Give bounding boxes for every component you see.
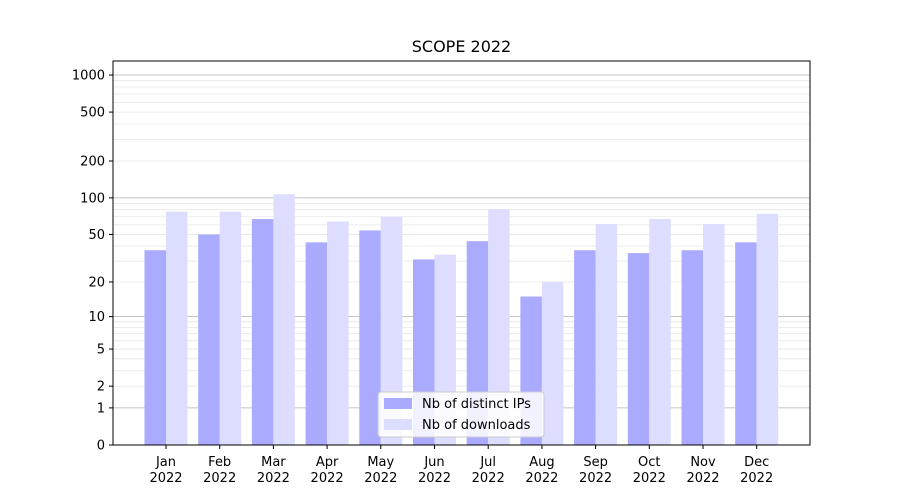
y-tick-label: 10: [88, 310, 105, 325]
bar-downloads-sep: [595, 223, 618, 445]
x-tick-label-month: Apr: [316, 455, 339, 470]
bar-downloads-mar: [273, 194, 295, 445]
x-tick-label-month: Mar: [261, 455, 286, 470]
legend: Nb of distinct IPs Nb of downloads: [377, 391, 545, 438]
bar-downloads-jan: [166, 211, 188, 445]
y-axis: 0 1 2 5 10 20 50 100 200 500 1000: [72, 69, 113, 454]
bar-downloads-apr: [327, 221, 349, 445]
bar-distinct-ips-nov: [681, 250, 703, 445]
x-tick-label-month: Jul: [479, 455, 496, 470]
x-tick-label-year: 2022: [525, 471, 558, 486]
y-tick-label: 50: [88, 228, 105, 243]
x-tick-label-month: May: [367, 455, 394, 470]
y-tick-label: 200: [80, 155, 105, 170]
bar-distinct-ips-jan: [144, 250, 166, 445]
y-tick-label: 500: [80, 106, 105, 121]
chart-title: SCOPE 2022: [412, 37, 511, 56]
y-tick-label: 100: [80, 191, 105, 206]
bar-distinct-ips-may: [359, 230, 381, 445]
x-tick-label-year: 2022: [472, 471, 505, 486]
x-tick-label-month: Jun: [423, 455, 444, 470]
y-tick-label: 20: [88, 275, 105, 290]
bar-downloads-oct: [649, 219, 671, 445]
x-tick-label-month: Sep: [583, 455, 608, 470]
bar-downloads-dec: [756, 213, 779, 445]
x-tick-label-month: Jan: [155, 455, 176, 470]
x-tick-label-month: Oct: [638, 455, 660, 470]
legend-swatch: [384, 398, 412, 409]
x-tick-label-month: Feb: [208, 455, 231, 470]
x-axis: Jan2022Feb2022Mar2022Apr2022May2022Jun20…: [149, 445, 773, 486]
bar-distinct-ips-dec: [735, 242, 757, 445]
bar-downloads-feb: [219, 211, 242, 445]
legend-label: Nb of downloads: [422, 418, 531, 433]
y-tick-label: 1: [97, 401, 105, 416]
legend-label: Nb of distinct IPs: [422, 397, 531, 412]
bar-distinct-ips-mar: [251, 219, 274, 445]
x-tick-label-year: 2022: [633, 471, 666, 486]
x-tick-label-year: 2022: [418, 471, 451, 486]
x-tick-label-year: 2022: [311, 471, 344, 486]
bar-distinct-ips-feb: [198, 234, 220, 445]
x-tick-label-year: 2022: [740, 471, 773, 486]
x-tick-label-year: 2022: [149, 471, 182, 486]
x-tick-label-month: Dec: [744, 455, 769, 470]
x-tick-label-year: 2022: [364, 471, 397, 486]
plot-frame: [112, 60, 811, 446]
y-tick-label: 0: [97, 439, 105, 454]
x-tick-label-year: 2022: [257, 471, 290, 486]
bar-downloads-nov: [703, 223, 725, 445]
y-tick-label: 2: [97, 380, 105, 395]
bar-distinct-ips-oct: [627, 253, 650, 445]
bar-distinct-ips-apr: [305, 242, 328, 445]
x-tick-label-year: 2022: [686, 471, 719, 486]
bar-distinct-ips-sep: [574, 250, 596, 445]
bar-downloads-aug: [541, 281, 564, 445]
legend-swatch: [384, 419, 412, 430]
x-tick-label-year: 2022: [203, 471, 236, 486]
y-tick-label: 5: [97, 343, 105, 358]
x-tick-label-month: Aug: [529, 455, 554, 470]
bar-downloads-jul: [488, 209, 510, 445]
bar-downloads-may: [380, 216, 403, 445]
x-tick-label-month: Nov: [690, 455, 716, 470]
legend-box: [377, 391, 545, 438]
x-tick-label-year: 2022: [579, 471, 612, 486]
y-tick-label: 1000: [72, 69, 105, 84]
